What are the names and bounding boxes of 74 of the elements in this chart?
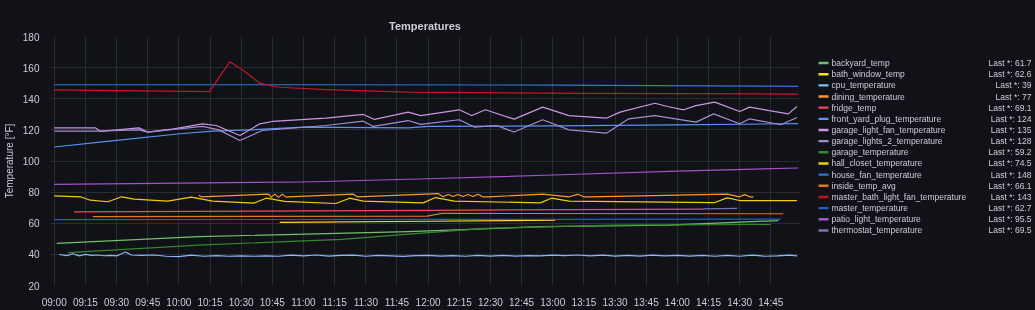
- x-tick-label: 14:30: [727, 296, 753, 308]
- y-tick-label: 160: [22, 62, 40, 74]
- y-tick-label: 60: [28, 218, 40, 230]
- text: Last *: 39: [995, 80, 1032, 91]
- y-axis-title: Temperature [°F]: [3, 123, 15, 199]
- y-tick-label: 80: [28, 187, 40, 199]
- text: Last *: 61.7: [988, 58, 1032, 69]
- text: Last *: 59.2: [988, 147, 1032, 158]
- x-tick-label: 10:30: [228, 296, 255, 308]
- legend-label: inside_temp_avg: [831, 180, 897, 191]
- line-series: [53, 61, 799, 95]
- x-tick-label: 13:30: [602, 296, 628, 308]
- legend-label: front_yard_plug_temperature: [831, 113, 942, 124]
- x-tick-label: 11:15: [322, 296, 348, 308]
- text: Last *: 69.1: [988, 102, 1032, 113]
- text: Last *: 135: [990, 125, 1032, 135]
- line-series: [67, 223, 772, 254]
- text: Last *: 128: [990, 136, 1032, 147]
- line-series: [53, 195, 798, 205]
- x-tick-label: 09:30: [104, 296, 130, 308]
- y-tick-label: 40: [28, 249, 40, 261]
- x-tick-label: 13:15: [571, 296, 597, 308]
- text: Last *: 95.5: [988, 214, 1032, 225]
- x-tick-label: 11:00: [291, 296, 317, 308]
- legend-label: bath_window_temp: [831, 69, 906, 80]
- legend-label: cpu_temperature: [831, 80, 897, 91]
- x-tick-label: 14:45: [758, 296, 784, 308]
- text: Last *: 77: [995, 91, 1032, 102]
- x-tick-label: 12:45: [509, 296, 535, 308]
- x-tick-label: 12:15: [446, 296, 473, 308]
- line-series: [53, 123, 799, 148]
- text: Last *: 62.7: [988, 203, 1032, 214]
- x-tick-label: 11:45: [384, 296, 410, 308]
- line-series: [53, 167, 799, 185]
- legend-label: garage_temperature: [831, 147, 909, 158]
- x-tick-label: 11:30: [353, 296, 379, 308]
- legend-label: thermostat_temperature: [831, 225, 923, 236]
- x-tick-label: 13:45: [633, 296, 660, 308]
- chart-title: Temperatures: [389, 19, 461, 32]
- text: Last *: 143: [990, 191, 1032, 202]
- text: Last *: 66.1: [988, 180, 1032, 191]
- legend-label: hall_closet_temperature: [831, 158, 923, 169]
- x-tick-label: 09:15: [72, 296, 99, 308]
- y-tick-label: 140: [22, 93, 40, 105]
- text: Last *: 148: [990, 169, 1032, 180]
- x-tick-label: 13:00: [540, 296, 566, 308]
- legend-label: garage_light_fan_temperature: [831, 125, 946, 135]
- legend-label: dining_temperature: [831, 91, 906, 102]
- line-series: [53, 113, 798, 142]
- text: Last *: 124: [990, 113, 1032, 124]
- x-tick-label: 12:00: [415, 296, 442, 308]
- legend-label: garage_lights_2_temperature: [831, 136, 943, 147]
- legend-label: house_fan_temperature: [831, 169, 923, 180]
- x-tick-label: 09:45: [135, 296, 161, 308]
- text: Last *: 69.5: [988, 225, 1032, 236]
- x-tick-label: 14:00: [664, 296, 691, 308]
- x-tick-label: 12:30: [477, 296, 504, 308]
- text: Last *: 74.5: [988, 158, 1032, 169]
- x-tick-label: 09:00: [41, 296, 68, 308]
- y-tick-label: 100: [22, 156, 40, 167]
- text: Last *: 62.6: [988, 69, 1032, 80]
- legend-label: patio_light_temperature: [831, 214, 922, 225]
- legend-label: fridge_temp: [831, 102, 877, 113]
- legend-label: backyard_temp: [831, 58, 890, 69]
- legend-label: master_bath_light_fan_temperature: [831, 191, 967, 202]
- x-tick-label: 14:15: [696, 296, 722, 308]
- x-tick-label: 10:45: [259, 296, 286, 308]
- x-tick-label: 10:15: [197, 296, 223, 308]
- y-tick-label: 20: [28, 280, 40, 292]
- x-tick-label: 10:00: [166, 296, 192, 308]
- legend-label: master_temperature: [831, 203, 909, 214]
- y-tick-label: 120: [22, 124, 40, 136]
- line-series: [53, 101, 798, 137]
- y-tick-label: 180: [22, 31, 40, 43]
